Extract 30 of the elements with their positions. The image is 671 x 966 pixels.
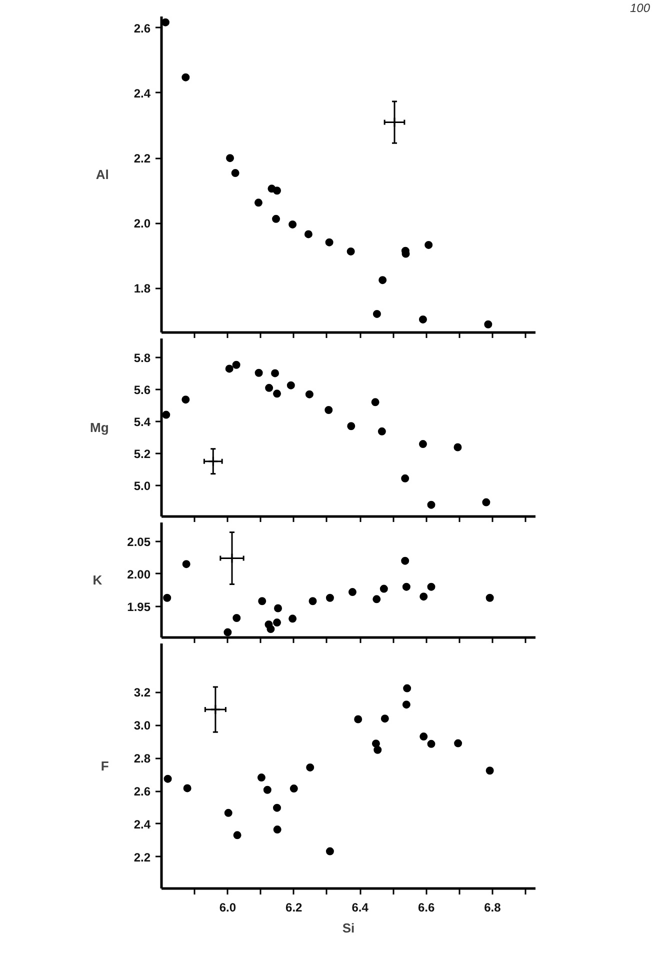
- y-tick-label: 3.0: [134, 718, 151, 733]
- y-axis-title: K: [92, 572, 103, 588]
- y-tick-label: 1.95: [127, 600, 151, 614]
- x-tick-label: 6.8: [484, 900, 502, 914]
- y-tick-label: 5.6: [134, 383, 151, 398]
- y-tick-label: 5.2: [134, 447, 151, 462]
- y-tick-label: 2.4: [134, 817, 151, 832]
- text: 100: [630, 0, 650, 17]
- x-tick-label: 6.2: [286, 900, 303, 914]
- y-tick-label: 5.0: [134, 479, 151, 494]
- y-tick-label: 5.4: [134, 415, 151, 430]
- y-tick-label: 3.2: [134, 686, 151, 700]
- x-tick-label: 6.6: [418, 900, 435, 914]
- y-axis-title: Al: [96, 167, 109, 182]
- y-tick-label: 2.05: [127, 534, 151, 549]
- y-tick-label: 2.2: [134, 850, 151, 864]
- x-tick-label: 6.4: [352, 900, 369, 914]
- y-tick-label: 2.0: [134, 216, 151, 231]
- y-tick-label: 2.00: [127, 567, 151, 582]
- y-axis-title: F: [100, 758, 109, 774]
- y-tick-label: 2.6: [134, 784, 151, 799]
- y-tick-label: 2.2: [134, 152, 151, 166]
- y-tick-label: 1.8: [134, 282, 151, 296]
- y-tick-label: 2.4: [134, 86, 151, 100]
- x-axis-title: Si: [342, 920, 355, 936]
- y-tick-label: 5.8: [134, 351, 151, 366]
- y-axis-title: Mg: [90, 420, 109, 435]
- y-tick-label: 2.6: [134, 21, 151, 36]
- y-tick-label: 2.8: [134, 752, 151, 766]
- x-tick-label: 6.0: [219, 900, 236, 914]
